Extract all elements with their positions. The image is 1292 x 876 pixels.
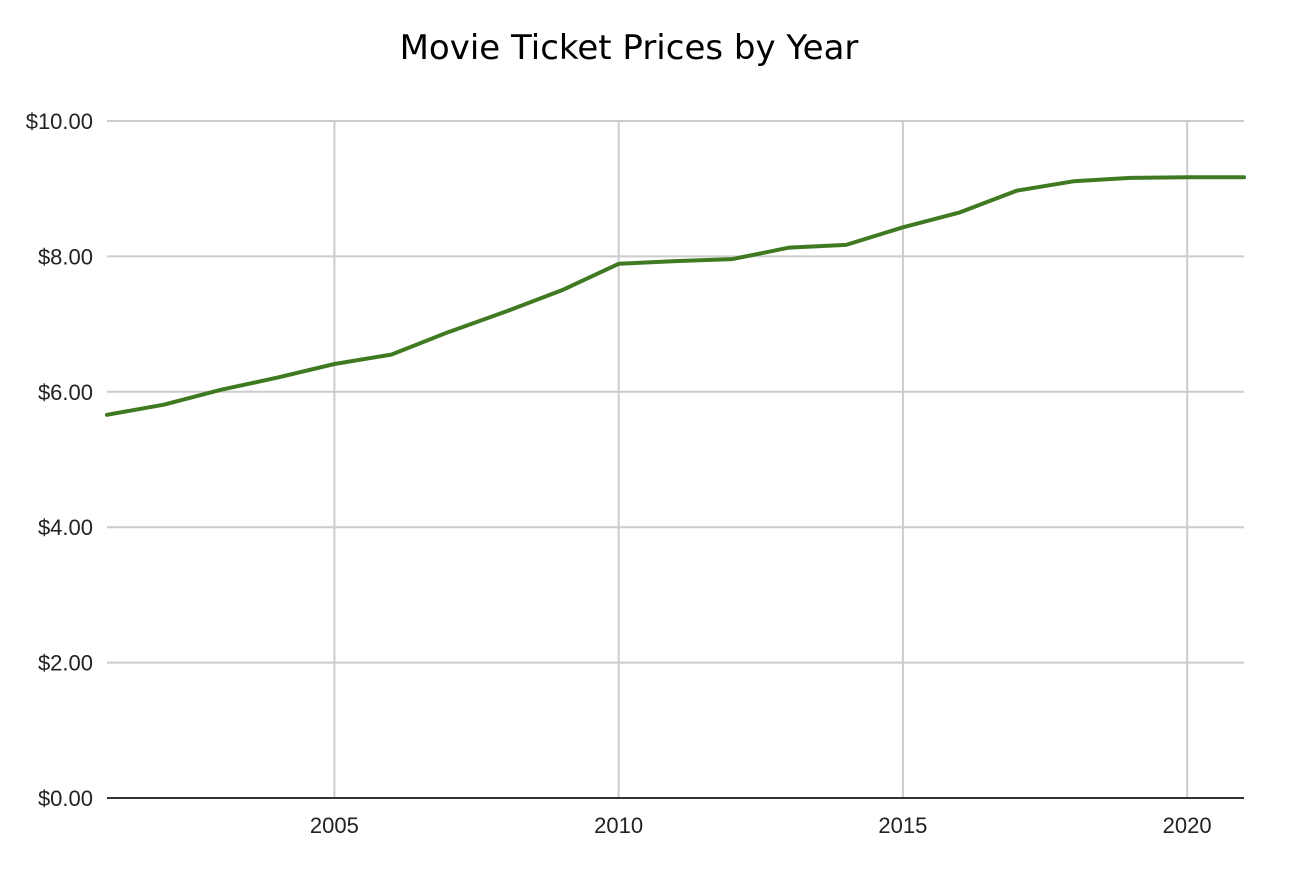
chart-title: Movie Ticket Prices by Year: [400, 28, 859, 68]
y-tick-label: $4.00: [38, 515, 93, 540]
x-tick-label: 2005: [310, 813, 359, 838]
x-tick-label: 2010: [594, 813, 643, 838]
series-lines: [105, 175, 1246, 417]
grid-lines: [107, 120, 1244, 798]
x-tick-label: 2020: [1163, 813, 1212, 838]
x-tick-label: 2015: [878, 813, 927, 838]
y-tick-label: $6.00: [38, 380, 93, 405]
y-tick-label: $10.00: [26, 109, 93, 134]
y-tick-label: $2.00: [38, 651, 93, 676]
y-tick-label: $0.00: [38, 786, 93, 811]
tick-labels: $0.00 $2.00 $4.00 $6.00 $8.00 $10.00 2005 2010 2…: [26, 109, 1212, 838]
series-line: [105, 175, 1246, 417]
y-tick-label: $8.00: [38, 244, 93, 269]
